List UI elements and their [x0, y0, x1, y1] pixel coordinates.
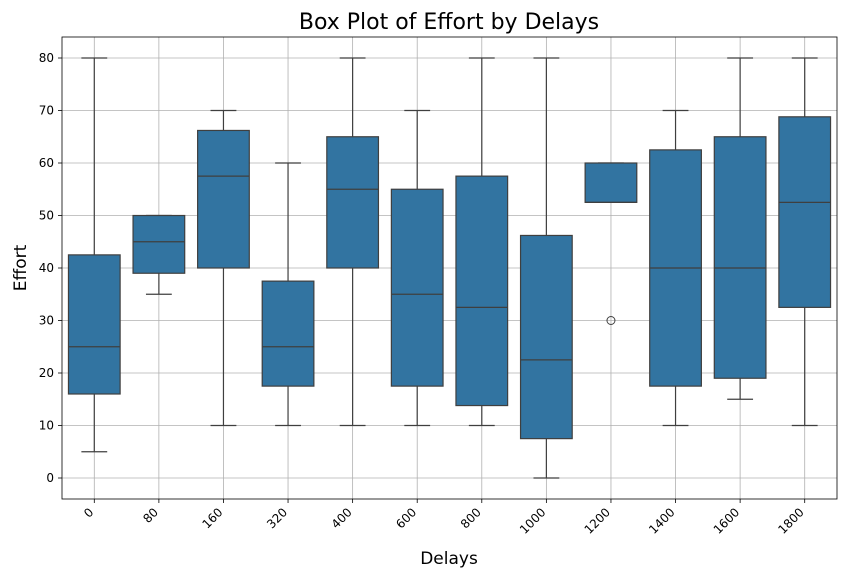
box-group-800: [455, 57, 509, 427]
x-tick-label: 320: [264, 505, 290, 531]
box-group-1000: [519, 57, 573, 479]
box: [197, 129, 250, 269]
box: [67, 254, 121, 395]
x-tick-label: 1000: [517, 505, 548, 536]
box-group-1400: [649, 109, 702, 427]
box: [326, 136, 380, 269]
x-tick-label: 0: [81, 505, 96, 520]
y-tick-label: 40: [39, 261, 54, 275]
y-tick-label: 70: [39, 104, 54, 118]
x-tick-label: 1200: [582, 505, 613, 536]
x-tick-label: 1400: [646, 505, 677, 536]
y-tick-label: 80: [39, 51, 54, 65]
x-tick-label: 160: [199, 505, 225, 531]
y-tick-label: 60: [39, 156, 54, 170]
box-group-1200: [584, 162, 638, 325]
y-tick-label: 20: [39, 366, 54, 380]
box: [455, 175, 509, 407]
x-tick-label: 1800: [775, 505, 806, 536]
box: [778, 116, 832, 308]
box-group-80: [132, 214, 186, 295]
outlier-point: [606, 316, 616, 325]
box-group-0: [67, 57, 121, 453]
box: [390, 188, 444, 387]
box: [132, 214, 186, 274]
box: [713, 136, 767, 379]
box: [584, 162, 638, 203]
box-group-400: [326, 57, 380, 427]
y-axis-label: Effort: [11, 244, 31, 291]
chart-title: Box Plot of Effort by Delays: [299, 10, 599, 35]
y-tick-label: 50: [39, 209, 54, 223]
box-group-1600: [713, 57, 767, 400]
box: [519, 234, 573, 440]
box-group-160: [197, 109, 250, 427]
x-tick-label: 800: [458, 505, 484, 531]
y-axis: 0 10 20 30 40 50 60 70 80: [39, 51, 62, 485]
x-tick-label: 80: [140, 505, 161, 526]
box-group-320: [261, 162, 315, 427]
y-tick-label: 30: [39, 314, 54, 328]
box: [261, 280, 315, 387]
box-group-1800: [778, 57, 832, 427]
y-tick-label: 0: [46, 471, 54, 485]
x-axis: 0 80 160 320 400 600 800 1000 1200 1400 1600 1800: [81, 499, 807, 537]
y-tick-label: 10: [39, 419, 54, 433]
x-axis-label: Delays: [420, 549, 478, 569]
x-tick-label: 400: [329, 505, 355, 531]
x-tick-label: 600: [393, 505, 419, 531]
box-group-600: [390, 109, 444, 427]
box-layer: [67, 57, 832, 479]
x-tick-label: 1600: [711, 505, 742, 536]
